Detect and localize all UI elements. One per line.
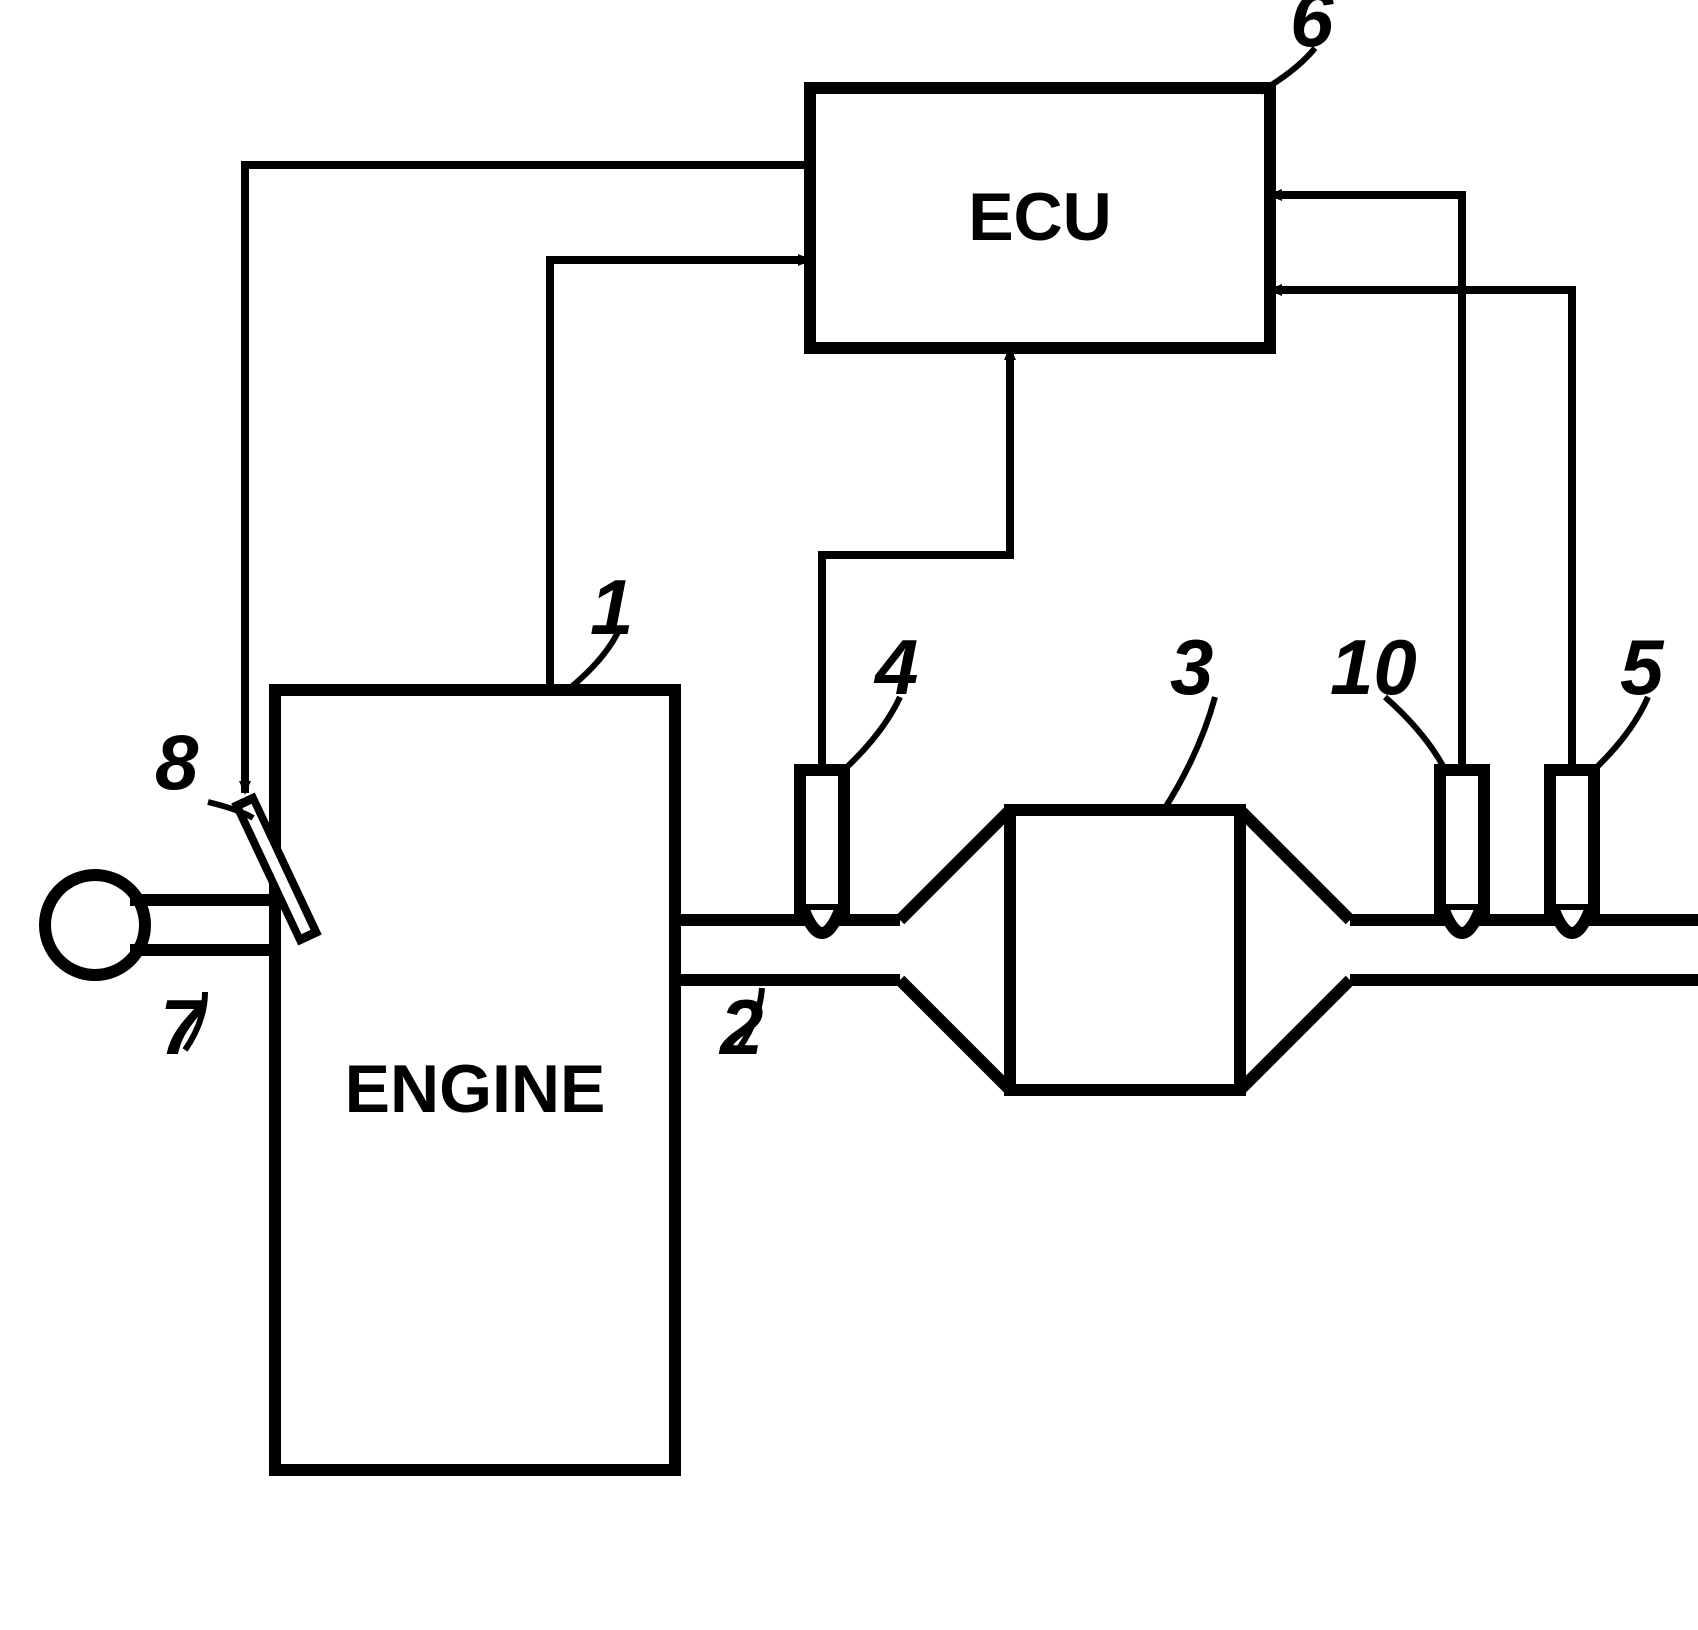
signal-sensor5-to-ecu [1270,290,1572,770]
catalyst-cone-rear-bot [1240,980,1350,1090]
ref-label-7: 7 [160,982,203,1073]
sensor-4-tip [804,910,840,933]
ref-label-5: 5 [1620,622,1663,713]
sensor-10 [1440,770,1484,910]
sensor-5-tip [1554,910,1590,933]
ref-label-4: 4 [875,622,918,713]
ref-label-10: 10 [1330,622,1417,713]
catalyst-cone-rear-top [1240,810,1350,920]
catalyst-cone-front-top [900,810,1010,920]
lead-line-n3 [1165,697,1215,808]
engine-label: ENGINE [275,1050,675,1128]
sensor-5 [1550,770,1594,910]
sensor-4 [800,770,844,910]
ref-label-2: 2 [720,982,763,1073]
sensor-10-tip [1444,910,1480,933]
ref-label-6: 6 [1290,0,1333,65]
ecu-label: ECU [810,178,1270,256]
ref-label-3: 3 [1170,622,1213,713]
catalyst-cone-front-bot [900,980,1010,1090]
ref-label-1: 1 [590,562,633,653]
catalyst-body [1010,810,1240,1090]
air-filter [45,875,145,975]
signal-engine-to-ecu [550,260,810,690]
ref-label-8: 8 [155,717,198,808]
